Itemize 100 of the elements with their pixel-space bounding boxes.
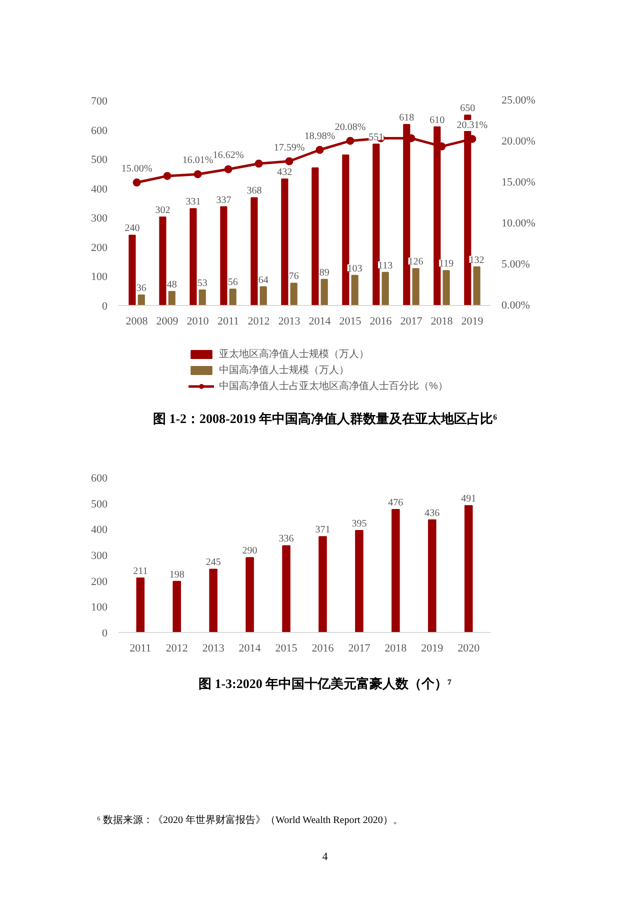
bar: [128, 234, 136, 306]
data-label: 476: [388, 498, 404, 509]
y-tick-label: 600: [91, 472, 108, 484]
bar: [412, 268, 420, 306]
bar: [318, 536, 327, 632]
bar: [168, 290, 176, 306]
bar: [246, 557, 254, 632]
legend-label: 中国高净值人士占亚太地区高净值人士百分比（%）: [219, 380, 448, 393]
bar: [392, 509, 400, 632]
bar: [260, 286, 267, 306]
x-tick-label: 2014: [238, 642, 262, 654]
data-label: 650: [460, 103, 476, 114]
data-label: 491: [461, 494, 476, 505]
text: 4: [322, 850, 328, 865]
data-label: 368: [246, 186, 262, 197]
data-label: 89: [319, 267, 330, 278]
data-label: 119: [438, 258, 454, 270]
text: 图 1-2：2008-2019 年中国高净值人群数量及在亚太地区占比⁶: [152, 410, 498, 428]
bar: [282, 545, 290, 632]
y-tick-label: 500: [91, 154, 108, 166]
x-tick-label: 2019: [421, 642, 444, 654]
y-tick-label: 700: [91, 96, 108, 108]
x-tick-label: 2018: [430, 316, 454, 328]
bar: [281, 178, 288, 306]
y2-tick-label: 25.00%: [502, 94, 536, 106]
y-tick-label: 200: [91, 242, 108, 254]
x-tick-label: 2018: [384, 642, 408, 654]
y-tick-label: 400: [91, 524, 108, 536]
data-label: 53: [197, 278, 208, 289]
bar: [312, 167, 319, 306]
data-label: 20.08%: [334, 122, 366, 133]
y2-tick-label: 5.00%: [502, 258, 530, 270]
data-label: 290: [242, 546, 258, 557]
data-label: 126: [408, 256, 424, 268]
data-label: 336: [278, 534, 294, 545]
y-tick-label: 100: [91, 602, 108, 614]
bar: [159, 216, 166, 306]
data-label: 331: [186, 196, 201, 208]
point: [224, 165, 232, 174]
data-label: 302: [155, 205, 170, 216]
x-tick-label: 2011: [130, 642, 152, 654]
x-tick-label: 2015: [339, 316, 362, 328]
data-label: 113: [378, 260, 393, 272]
x-tick-label: 2016: [370, 316, 392, 328]
point: [254, 160, 263, 168]
bar: [442, 270, 450, 306]
y-tick-label: 0: [102, 628, 108, 640]
data-label: 337: [216, 194, 232, 206]
x-tick-label: 2015: [275, 642, 298, 654]
bar: [250, 197, 258, 306]
data-label: 17.59%: [274, 142, 305, 154]
bar: [290, 282, 298, 306]
x-tick-label: 2017: [400, 316, 423, 328]
data-label: 76: [288, 271, 299, 282]
x-tick-label: 2014: [308, 316, 332, 328]
data-label: 18.98%: [304, 130, 336, 142]
data-label: 371: [315, 524, 330, 536]
bar: [355, 530, 364, 632]
point: [285, 157, 294, 166]
x-tick-label: 2017: [348, 642, 371, 654]
x-tick-label: 2012: [248, 316, 270, 328]
data-label: 618: [399, 112, 414, 124]
x-tick-label: 2008: [126, 316, 148, 328]
data-label: 56: [228, 277, 238, 288]
x-tick-label: 2019: [461, 316, 484, 328]
bar: [464, 505, 473, 632]
bar: [136, 577, 145, 632]
data-label: 610: [430, 114, 445, 126]
x-tick-label: 2020: [458, 642, 480, 654]
bar: [220, 206, 228, 306]
x-tick-label: 2016: [312, 642, 334, 654]
y-tick-label: 0: [102, 300, 108, 312]
point: [194, 170, 202, 178]
data-label: 240: [124, 223, 140, 234]
y-tick-label: 300: [91, 212, 108, 225]
data-label: 432: [277, 166, 292, 178]
point: [346, 136, 354, 145]
text: ⁶ 数据来源：《2020 年世界财富报告》（World Wealth Report 2020）。: [97, 814, 403, 828]
data-label: 64: [258, 274, 268, 286]
y2-tick-label: 0.00%: [502, 300, 530, 312]
x-tick-label: 2013: [278, 316, 301, 328]
point: [163, 172, 172, 180]
bar: [342, 154, 350, 306]
bar: [351, 274, 358, 306]
y-tick-label: 400: [91, 183, 108, 196]
point: [132, 178, 141, 186]
data-label: 245: [206, 557, 221, 568]
y-tick-label: 300: [91, 550, 108, 562]
legend-label: 中国高净值人士规模（万人）: [219, 364, 349, 377]
bar: [198, 289, 206, 306]
bar: [382, 272, 389, 306]
data-label: 211: [133, 566, 148, 577]
x-tick-label: 2009: [156, 316, 179, 328]
data-label: 395: [352, 518, 367, 530]
data-label: 36: [136, 282, 146, 294]
bar: [190, 208, 197, 306]
y2-tick-label: 10.00%: [502, 218, 536, 230]
bar: [138, 294, 145, 306]
y-tick-label: 200: [91, 576, 108, 588]
legend-label: 亚太地区高净值人士规模（万人）: [219, 348, 369, 361]
